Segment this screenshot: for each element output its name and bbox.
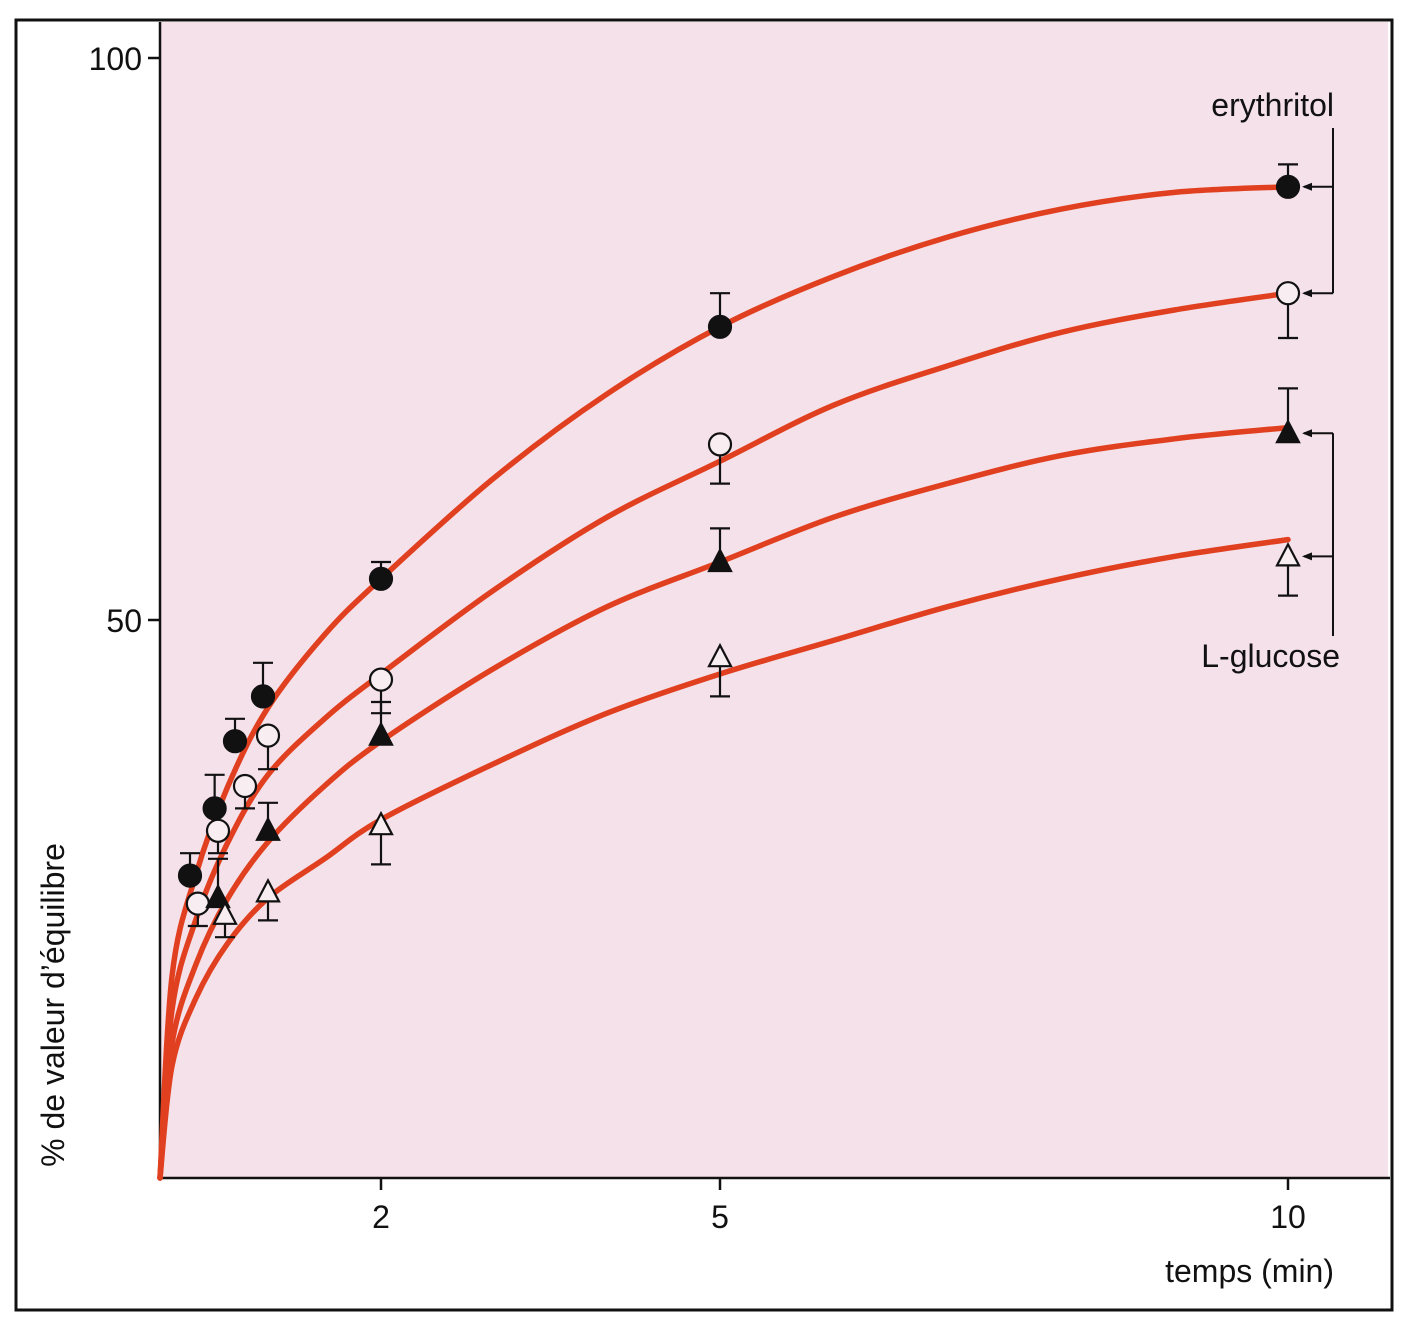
- filled-triangle-marker: [255, 816, 281, 841]
- open-circle-marker: [707, 432, 733, 457]
- data-point-series-4-5: [1275, 542, 1301, 597]
- open-triangle-marker: [707, 642, 733, 668]
- filled-triangle-marker: [707, 547, 733, 573]
- erythritol-label: erythritol: [1211, 87, 1334, 123]
- data-point-series-3-1: [205, 857, 231, 909]
- open-circle-marker: [368, 667, 394, 692]
- data-markers: [177, 163, 1301, 939]
- y-tick-label-50: 50: [106, 603, 142, 639]
- open-circle-marker: [185, 891, 210, 916]
- arrow-head: [1302, 552, 1312, 561]
- x-tick-label-5: 5: [711, 1199, 729, 1235]
- filled-triangle-marker: [1275, 418, 1301, 444]
- data-point-series-2-7: [1275, 281, 1301, 340]
- x-tick-label-10: 10: [1270, 1199, 1306, 1235]
- data-point-series-1-3: [222, 717, 248, 754]
- data-point-series-1-6: [707, 292, 733, 339]
- group-brackets: erythritol L-glucose: [1201, 87, 1340, 674]
- open-circle-marker: [205, 818, 231, 843]
- x-tick-label-2: 2: [372, 1199, 390, 1235]
- data-point-series-1-4: [250, 661, 276, 709]
- data-point-series-4-1: [212, 900, 238, 939]
- filled-circle-marker: [222, 729, 248, 754]
- curve-series-4: [157, 536, 1291, 1181]
- open-triangle-marker: [255, 878, 281, 903]
- data-point-series-3-5: [1275, 387, 1301, 444]
- data-point-series-1-7: [1275, 163, 1301, 199]
- data-point-series-4-4: [707, 642, 733, 698]
- filled-circle-marker: [368, 566, 394, 591]
- arrow-series-4: [1302, 552, 1333, 561]
- arrow-series-2: [1302, 289, 1333, 298]
- y-axis-ticks: 100 50: [89, 41, 160, 639]
- data-point-series-1-5: [368, 560, 394, 591]
- l-glucose-label: L-glucose: [1201, 638, 1340, 674]
- filled-circle-marker: [250, 684, 276, 709]
- plot-background: [160, 22, 1388, 1178]
- data-point-series-4-3: [368, 810, 394, 866]
- data-point-series-1-1: [177, 852, 203, 888]
- arrow-head: [1302, 182, 1312, 191]
- data-point-series-4-2: [255, 878, 281, 922]
- filled-triangle-marker: [205, 883, 231, 909]
- filled-circle-marker: [707, 314, 733, 339]
- data-point-series-2-2: [205, 818, 231, 855]
- filled-circle-marker: [177, 863, 203, 888]
- x-axis-label: temps (min): [1165, 1253, 1334, 1289]
- open-circle-marker: [1275, 281, 1301, 306]
- open-triangle-marker: [212, 900, 238, 925]
- data-point-series-2-3: [232, 773, 258, 810]
- x-axis-ticks: 2 5 10: [372, 1178, 1306, 1235]
- data-point-series-3-2: [255, 801, 281, 841]
- filled-circle-marker: [202, 796, 227, 821]
- open-circle-marker: [255, 723, 281, 748]
- arrow-series-1: [1302, 182, 1333, 191]
- filled-triangle-marker: [368, 721, 394, 746]
- data-point-series-2-4: [255, 723, 281, 771]
- arrow-head: [1302, 289, 1312, 298]
- y-axis-label: % de valeur d’équilibre: [35, 843, 71, 1167]
- data-point-series-3-4: [707, 527, 733, 573]
- curve-series-3: [157, 424, 1291, 1181]
- y-tick-label-100: 100: [89, 41, 142, 77]
- data-point-series-2-6: [707, 432, 733, 485]
- open-circle-marker: [232, 773, 258, 799]
- data-point-series-3-3: [368, 700, 394, 746]
- open-triangle-marker: [368, 810, 394, 836]
- arrow-series-3: [1302, 429, 1333, 438]
- filled-circle-marker: [1275, 174, 1301, 199]
- arrow-head: [1302, 429, 1312, 438]
- open-triangle-marker: [1275, 542, 1301, 567]
